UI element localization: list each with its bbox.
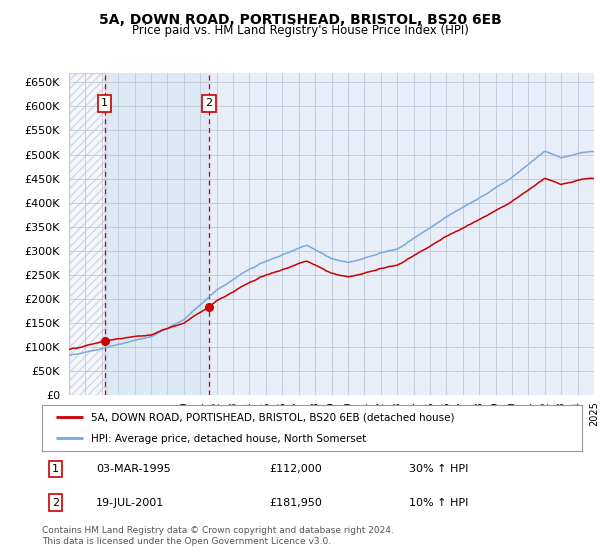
Text: 1: 1 xyxy=(101,99,108,109)
Text: 1: 1 xyxy=(52,464,59,474)
Text: 2: 2 xyxy=(206,99,212,109)
Text: 10% ↑ HPI: 10% ↑ HPI xyxy=(409,498,469,507)
Bar xyxy=(69,73,104,395)
Text: 30% ↑ HPI: 30% ↑ HPI xyxy=(409,464,469,474)
Text: 5A, DOWN ROAD, PORTISHEAD, BRISTOL, BS20 6EB (detached house): 5A, DOWN ROAD, PORTISHEAD, BRISTOL, BS20… xyxy=(91,413,454,423)
Text: £181,950: £181,950 xyxy=(269,498,322,507)
Text: Contains HM Land Registry data © Crown copyright and database right 2024.
This d: Contains HM Land Registry data © Crown c… xyxy=(42,526,394,546)
Text: 03-MAR-1995: 03-MAR-1995 xyxy=(96,464,171,474)
Text: Price paid vs. HM Land Registry's House Price Index (HPI): Price paid vs. HM Land Registry's House … xyxy=(131,24,469,36)
Text: HPI: Average price, detached house, North Somerset: HPI: Average price, detached house, Nort… xyxy=(91,434,366,444)
Text: £112,000: £112,000 xyxy=(269,464,322,474)
Bar xyxy=(104,73,209,395)
Text: 2: 2 xyxy=(52,498,59,507)
Text: 19-JUL-2001: 19-JUL-2001 xyxy=(96,498,164,507)
Text: 5A, DOWN ROAD, PORTISHEAD, BRISTOL, BS20 6EB: 5A, DOWN ROAD, PORTISHEAD, BRISTOL, BS20… xyxy=(98,13,502,27)
